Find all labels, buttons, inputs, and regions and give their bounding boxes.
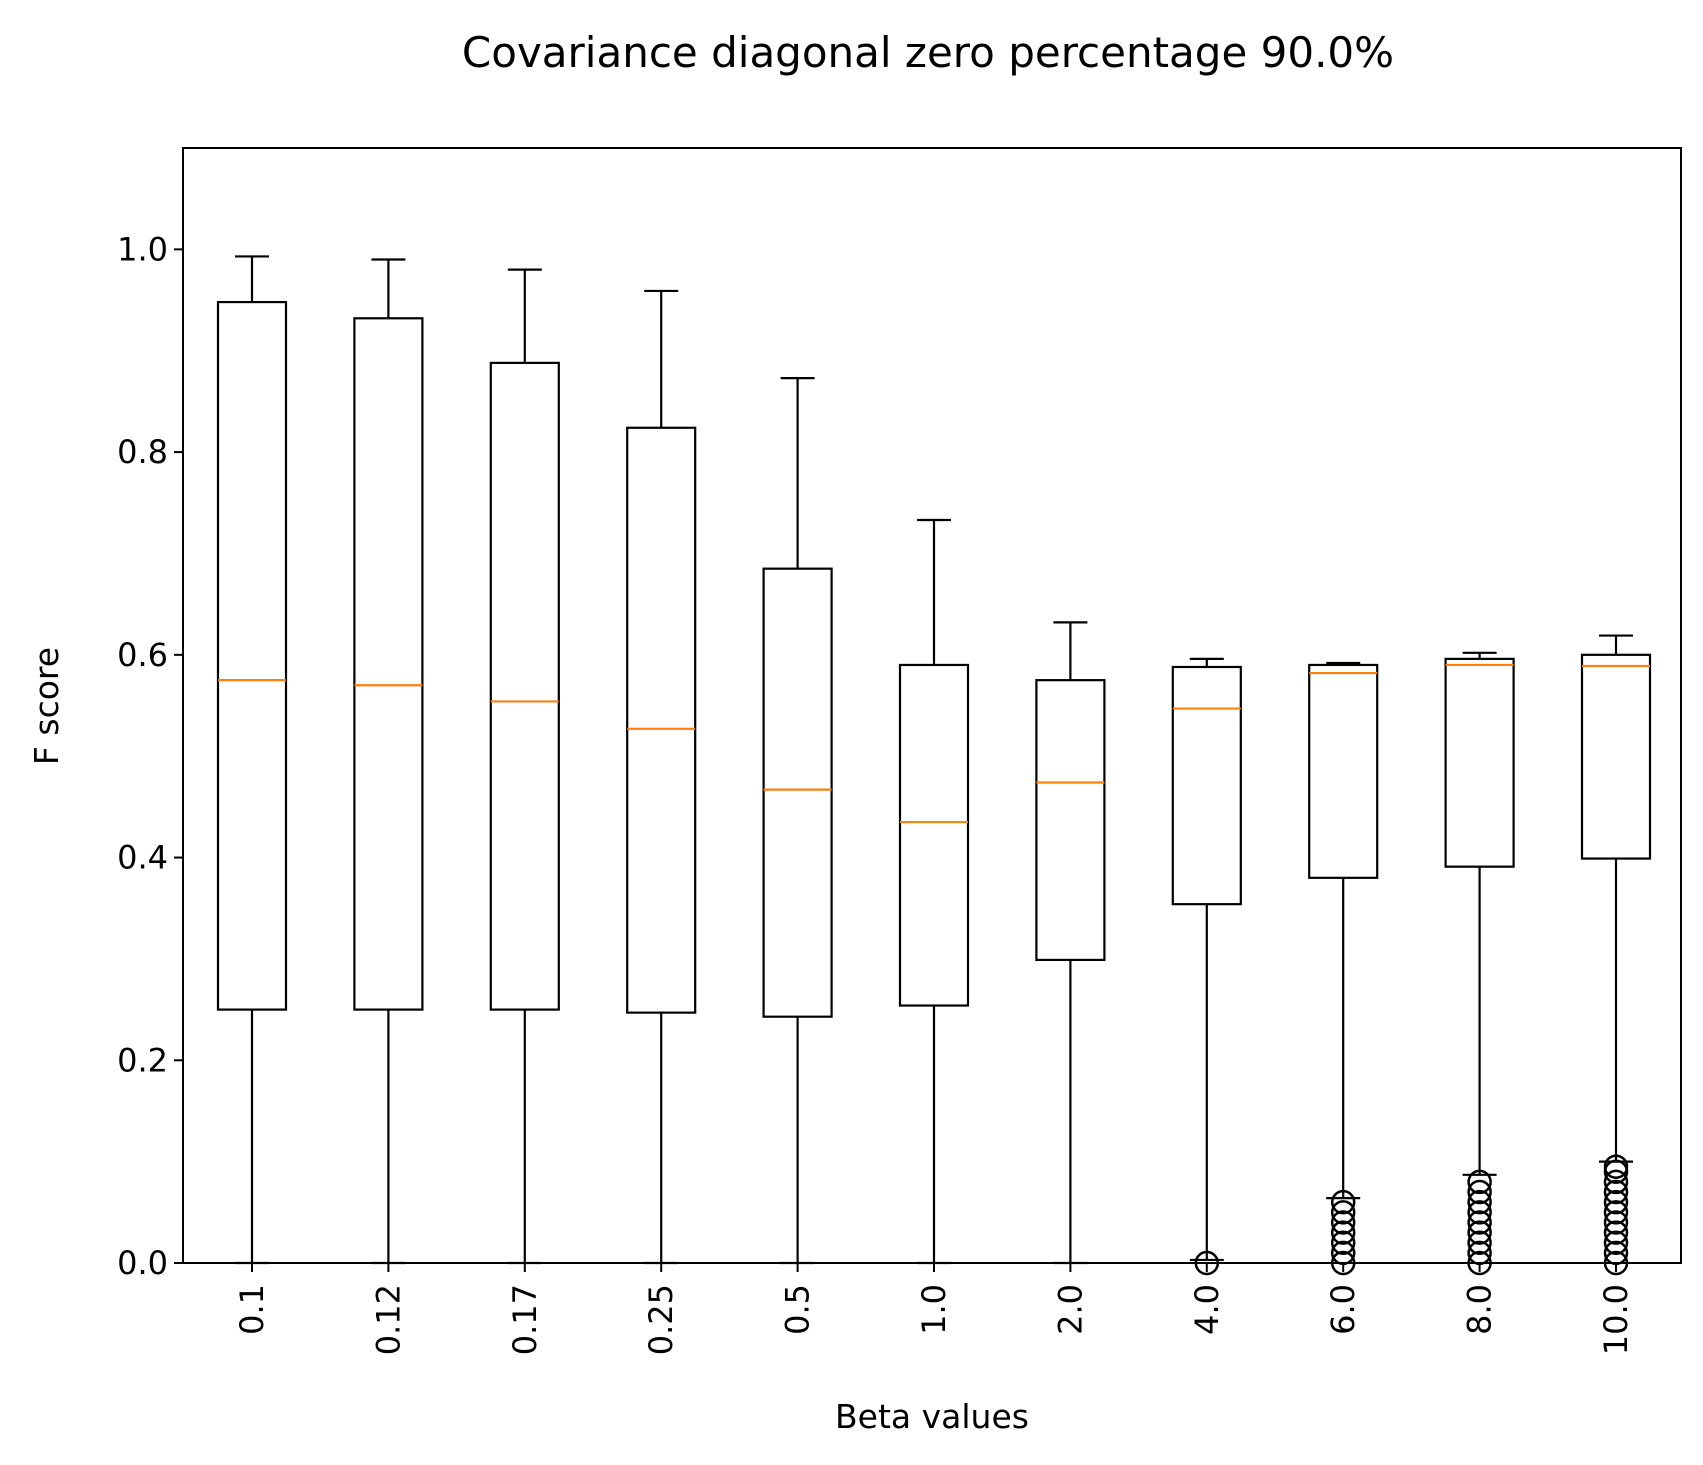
- x-tick-label: 6.0: [1324, 1284, 1362, 1335]
- outlier-point: [1467, 1230, 1492, 1255]
- outlier-point: [1467, 1220, 1492, 1245]
- y-axis: 0.0 0.2 0.4 0.6 0.8 1.0: [117, 230, 183, 1282]
- box-iqr: [1308, 663, 1379, 879]
- outlier-point: [1603, 1154, 1629, 1179]
- x-tick-label: 0.25: [642, 1284, 680, 1355]
- box-iqr: [489, 361, 560, 1011]
- box-group-4.0: [1171, 657, 1242, 1276]
- x-tick-label: 2.0: [1051, 1284, 1089, 1335]
- box-group-0.12: [353, 258, 424, 1265]
- outlier-point: [1330, 1200, 1356, 1225]
- axes-frame: [182, 147, 1682, 1264]
- outlier-point: [1603, 1169, 1629, 1195]
- outlier-point: [1330, 1230, 1356, 1255]
- box-iqr: [1580, 653, 1652, 860]
- y-tick-label: 0.0: [117, 1244, 168, 1282]
- outlier-point: [1467, 1210, 1492, 1235]
- x-tick-label: 0.17: [506, 1284, 544, 1355]
- x-tick-label: 10.0: [1597, 1284, 1635, 1355]
- x-tick-label: 1.0: [915, 1284, 953, 1335]
- x-tick-label: 0.1: [233, 1284, 271, 1335]
- box-iqr: [353, 317, 424, 1011]
- box-iqr: [762, 567, 833, 1018]
- box-group-6.0: [1308, 661, 1379, 1276]
- outlier-point: [1330, 1220, 1356, 1245]
- x-tick-label: 0.5: [779, 1284, 817, 1335]
- y-tick-label: 0.8: [117, 433, 168, 471]
- box-iqr: [1171, 665, 1242, 906]
- box-group-0.1: [216, 255, 288, 1265]
- outlier-point: [1603, 1200, 1629, 1225]
- box-iqr: [626, 426, 697, 1014]
- y-tick-label: 0.4: [117, 839, 168, 877]
- outlier-point: [1603, 1230, 1629, 1255]
- box-iqr: [1444, 657, 1515, 868]
- x-tick-label: 8.0: [1461, 1284, 1499, 1335]
- outlier-point: [1603, 1220, 1629, 1245]
- chart-title: Covariance diagonal zero percentage 90.0…: [462, 28, 1394, 77]
- outlier-point: [1603, 1210, 1629, 1235]
- box-group-1.0: [898, 518, 970, 1265]
- outlier-point: [1467, 1200, 1492, 1225]
- outlier-point: [1603, 1179, 1629, 1205]
- outlier-point: [1330, 1210, 1356, 1235]
- plot-area: [216, 255, 1652, 1276]
- y-tick-label: 1.0: [117, 230, 168, 268]
- outlier-point: [1467, 1179, 1492, 1205]
- outlier-point: [1603, 1189, 1629, 1215]
- y-tick-label: 0.2: [117, 1041, 168, 1079]
- x-tick-label: 0.12: [369, 1284, 407, 1355]
- box-group-0.17: [489, 268, 560, 1265]
- outlier-point: [1467, 1169, 1492, 1195]
- box-iqr: [898, 663, 970, 1007]
- y-tick-label: 0.6: [117, 636, 168, 674]
- box-iqr: [216, 300, 288, 1011]
- box-iqr: [1035, 679, 1106, 962]
- outlier-point: [1467, 1189, 1492, 1215]
- x-axis-label: Beta values: [835, 1397, 1029, 1436]
- outlier-point: [1330, 1189, 1356, 1215]
- x-tick-label: 4.0: [1188, 1284, 1226, 1335]
- box-group-0.5: [762, 376, 833, 1265]
- x-axis: 0.1 0.12 0.17 0.25 0.5 1.0 2.0 4.0 6.0 8.0 10.0: [233, 1263, 1635, 1355]
- y-axis-label: F score: [27, 647, 66, 765]
